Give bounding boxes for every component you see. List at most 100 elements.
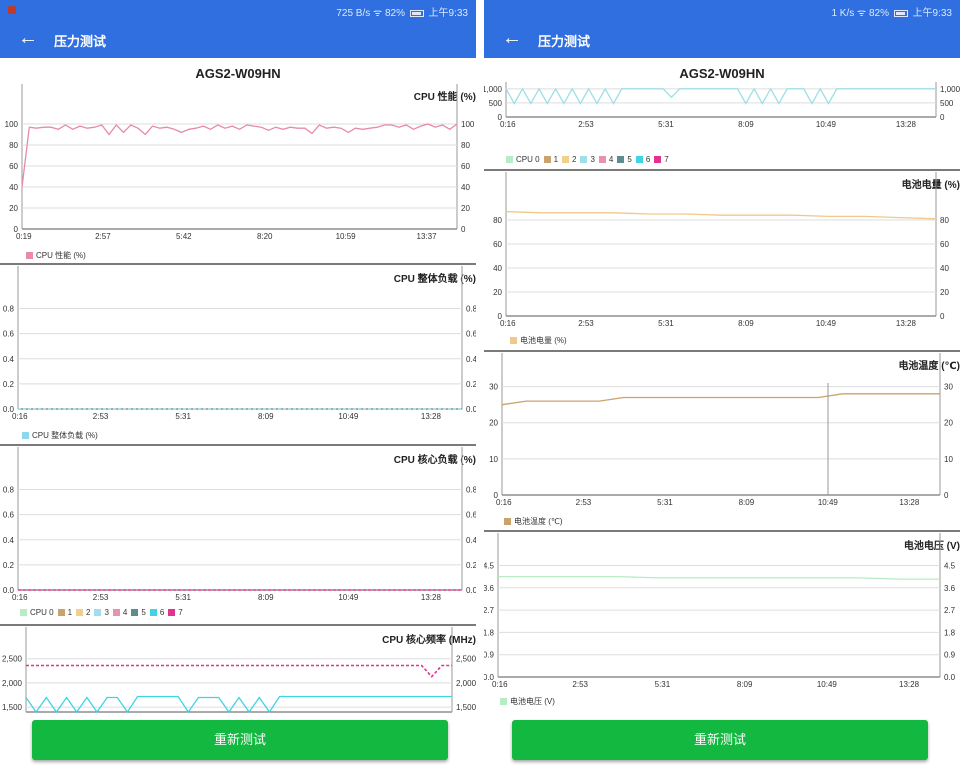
network-speed: 1 K/s [831,8,855,19]
y-tick-label-left: 80 [9,141,18,150]
y-tick-label-right: 2,000 [456,679,476,688]
y-tick-label-left: 0.0 [3,586,15,595]
y-tick-label-left: 2,500 [2,655,23,664]
chart-title: CPU 核心负载 (%) [393,455,476,466]
chart-canvas: 2,500 2,500 2,000 2,000 1,500 1,500 [2,627,476,714]
y-tick-label-left: 60 [493,240,502,249]
legend-label: 4 [122,608,128,617]
x-tick-label: 8:09 [258,593,274,602]
y-tick-label-right: 0 [940,312,945,321]
y-tick-label-right: 40 [940,264,949,273]
y-tick-label-left: 2,000 [2,679,23,688]
x-tick-label: 2:53 [93,593,109,602]
legend-label: 3 [590,155,595,164]
legend-swatch [506,156,513,163]
legend-label: 7 [664,155,669,164]
legend-label: 4 [608,155,614,164]
chart-title: CPU 性能 (%) [413,92,476,103]
legend-label: 6 [159,608,165,617]
x-tick-label: 0:16 [500,120,516,129]
cpu-overall-load-chart: CPU 整体负载 (%) 0.8 0.8 0.6 0.6 0.4 0.4 0.2 0.2 0.0… [0,266,476,444]
legend-swatch [562,156,570,163]
screen-right: 1 K/s ᯤ 82% 上午9:33 ← 压力测试 AGS2-W09HN 1,0… [484,0,960,768]
y-tick-label-left: 0.0 [3,405,15,414]
x-tick-label: 10:49 [816,319,837,328]
y-tick-label-left: 40 [9,183,18,192]
x-tick-label: 8:09 [737,680,753,689]
device-name: AGS2-W09HN [679,66,765,81]
cpu-core-frequency-chart: CPU 核心频率 (MHz) 2,500 2,500 2,000 2,000 1,500… [0,627,476,717]
retest-button[interactable]: 重新测试 [32,720,448,760]
status-info: 725 B/s ᯤ 82% 上午9:33 [336,4,468,19]
notification-icon [8,6,16,14]
x-tick-label: 10:59 [336,232,357,241]
chart-canvas: 0.8 0.80.6 0.60.4 0.40.2 0.20.0 0.00:16 2:53 5:… [3,447,476,602]
x-tick-label: 8:09 [258,412,274,421]
battery-temperature-chart: 电池温度 (℃) 30 30 20 20 10 10 0 0 0:16 2:53 5:31 8:09 1… [484,353,960,529]
legend-label: CPU 0 [516,155,540,164]
legend-label: 电池电量 (%) [520,336,567,345]
legend-label: 1 [553,155,559,164]
chart-title: CPU 核心频率 (MHz) [382,635,476,646]
chart-title: 电池电压 (V) [903,541,960,552]
y-tick-label-left: 4.5 [484,561,495,570]
y-tick-label-right: 0.2 [466,561,476,570]
y-tick-label-right: 20 [944,419,953,428]
legend-label: 7 [178,608,183,617]
status-info: 1 K/s ᯤ 82% 上午9:33 [831,4,952,19]
y-tick-label-right: 4.5 [944,561,956,570]
chart-canvas: 0.8 0.80.6 0.60.4 0.40.2 0.20.0 0.00:16 2:53 5:… [3,266,476,421]
legend-swatch [168,609,176,616]
screen-left: 725 B/s ᯤ 82% 上午9:33 ← 压力测试 AGS2-W09HN C… [0,0,476,768]
x-tick-label: 13:28 [896,120,917,129]
clock: 上午9:33 [428,8,468,19]
x-tick-label: 10:49 [338,593,359,602]
y-tick-label-right: 0.9 [944,651,956,660]
status-bar: 1 K/s ᯤ 82% 上午9:33 [484,0,960,20]
y-tick-label-left: 100 [5,120,19,129]
chart-divider [484,350,960,352]
legend-swatch [635,156,643,163]
legend-swatch [20,609,27,616]
y-tick-label-left: 0 [494,491,499,500]
x-tick-label: 0:19 [16,232,32,241]
x-tick-label: 13:28 [421,412,442,421]
y-tick-label-left: 0.6 [3,330,15,339]
y-tick-label-right: 2.7 [944,606,956,615]
chart-legend: CPU 0 1 2 3 4 5 6 7 [16,608,183,617]
battery-icon [409,9,424,17]
legend-swatch [580,156,588,163]
legend-swatch [26,252,33,259]
cpu-core-frequency-chart-partial: 1,000 1,000 500 500 0 0 0:16 2:53 5:31 8:09 10:49 1… [484,82,960,168]
y-tick-label-left: 0.8 [3,305,15,314]
y-tick-label-left: 30 [489,383,498,392]
y-tick-label-right: 0.6 [466,511,476,520]
battery-icon [893,9,908,17]
chart-title: 电池温度 (℃) [898,361,960,372]
y-tick-label-right: 0 [461,225,466,234]
legend-label: 2 [86,608,91,617]
x-tick-label: 8:09 [738,120,754,129]
y-tick-label-right: 0.0 [466,586,476,595]
y-tick-label-right: 0 [940,113,945,122]
y-tick-label-left: 40 [493,264,502,273]
legend-label: 1 [67,608,73,617]
legend-swatch [112,609,120,616]
clock: 上午9:33 [912,8,952,19]
legend-swatch [94,609,102,616]
back-arrow-icon[interactable]: ← [18,27,38,49]
legend-swatch [57,609,65,616]
chart-legend: CPU 性能 (%) [22,250,86,261]
y-tick-label-right: 0.8 [466,486,476,495]
retest-button[interactable]: 重新测试 [512,720,928,760]
y-tick-label-right: 80 [461,141,470,150]
y-tick-label-left: 60 [9,162,18,171]
back-arrow-icon[interactable]: ← [502,27,522,49]
y-tick-label-right: 0.4 [466,355,476,364]
x-tick-label: 5:31 [655,680,671,689]
y-tick-label-left: 500 [489,99,503,108]
legend-swatch [131,609,139,616]
legend-label: 6 [645,155,651,164]
